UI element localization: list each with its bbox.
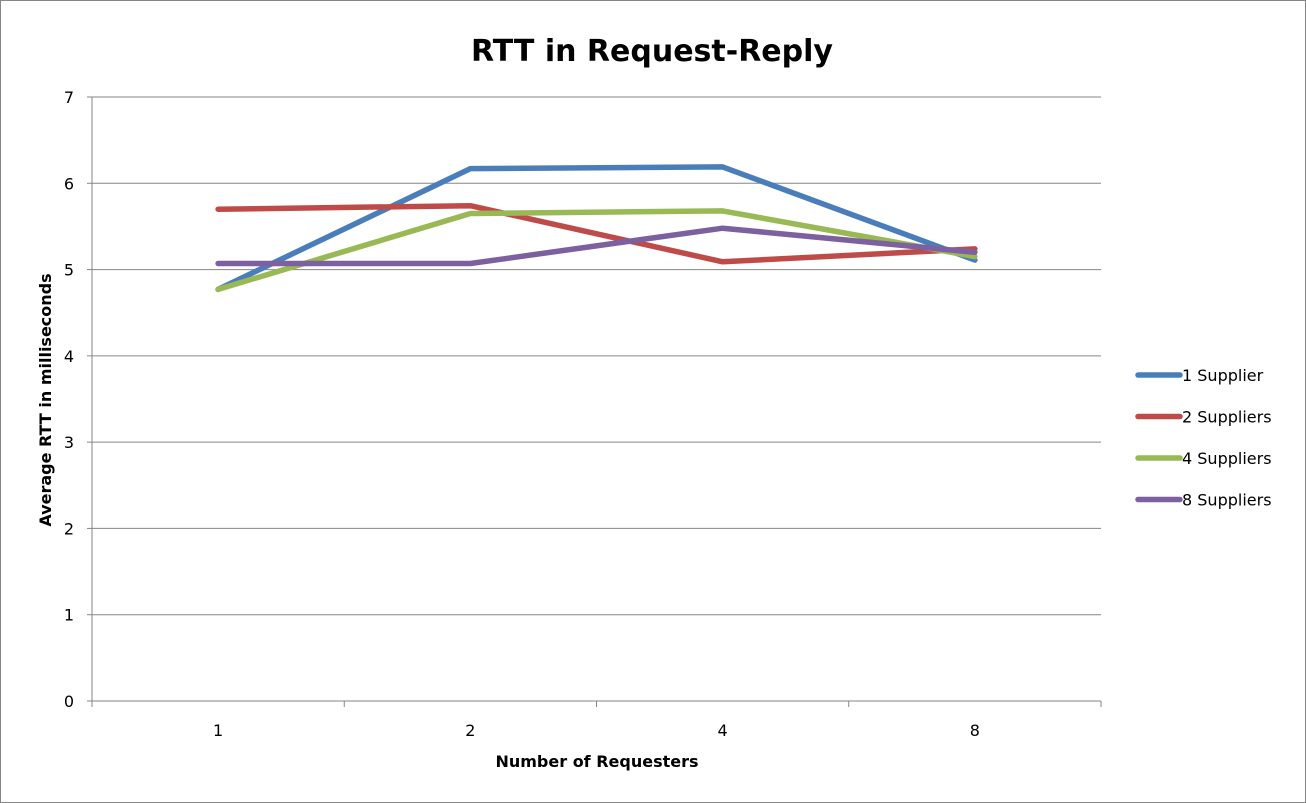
legend-label: 4 Suppliers: [1182, 449, 1272, 468]
y-tick-label: 2: [64, 519, 74, 538]
y-tick-label: 0: [64, 692, 74, 711]
tick-labels: 0 1 2 3 4 5 6 7 1 2 4 8: [64, 88, 980, 740]
x-axis-title: Number of Requesters: [495, 752, 698, 771]
y-tick-label: 1: [64, 606, 74, 625]
y-tick-label: 6: [64, 174, 74, 193]
series-line: [215, 164, 978, 293]
x-tick-label: 4: [718, 721, 728, 740]
legend-label: 8 Suppliers: [1182, 491, 1272, 510]
y-tick-label: 3: [64, 433, 74, 452]
y-tick-label: 7: [64, 88, 74, 107]
series-line: [215, 202, 978, 265]
x-tick-label: 8: [970, 721, 980, 740]
legend-label: 2 Suppliers: [1182, 408, 1272, 427]
y-tick-label: 4: [64, 347, 74, 366]
legend-label: 1 Supplier: [1182, 366, 1264, 385]
series-line: [215, 208, 978, 293]
y-axis-title: Average RTT in milliseconds: [36, 273, 55, 526]
series-line: [215, 225, 978, 267]
x-tick-label: 1: [213, 721, 223, 740]
legend: 1 Supplier 2 Suppliers 4 Suppliers 8 Suppli…: [1135, 366, 1272, 510]
y-tick-label: 5: [64, 261, 74, 280]
axes: [87, 96, 1102, 707]
series-lines: [215, 164, 978, 293]
x-tick-label: 2: [465, 721, 475, 740]
chart-title: RTT in Request-Reply: [471, 34, 833, 69]
